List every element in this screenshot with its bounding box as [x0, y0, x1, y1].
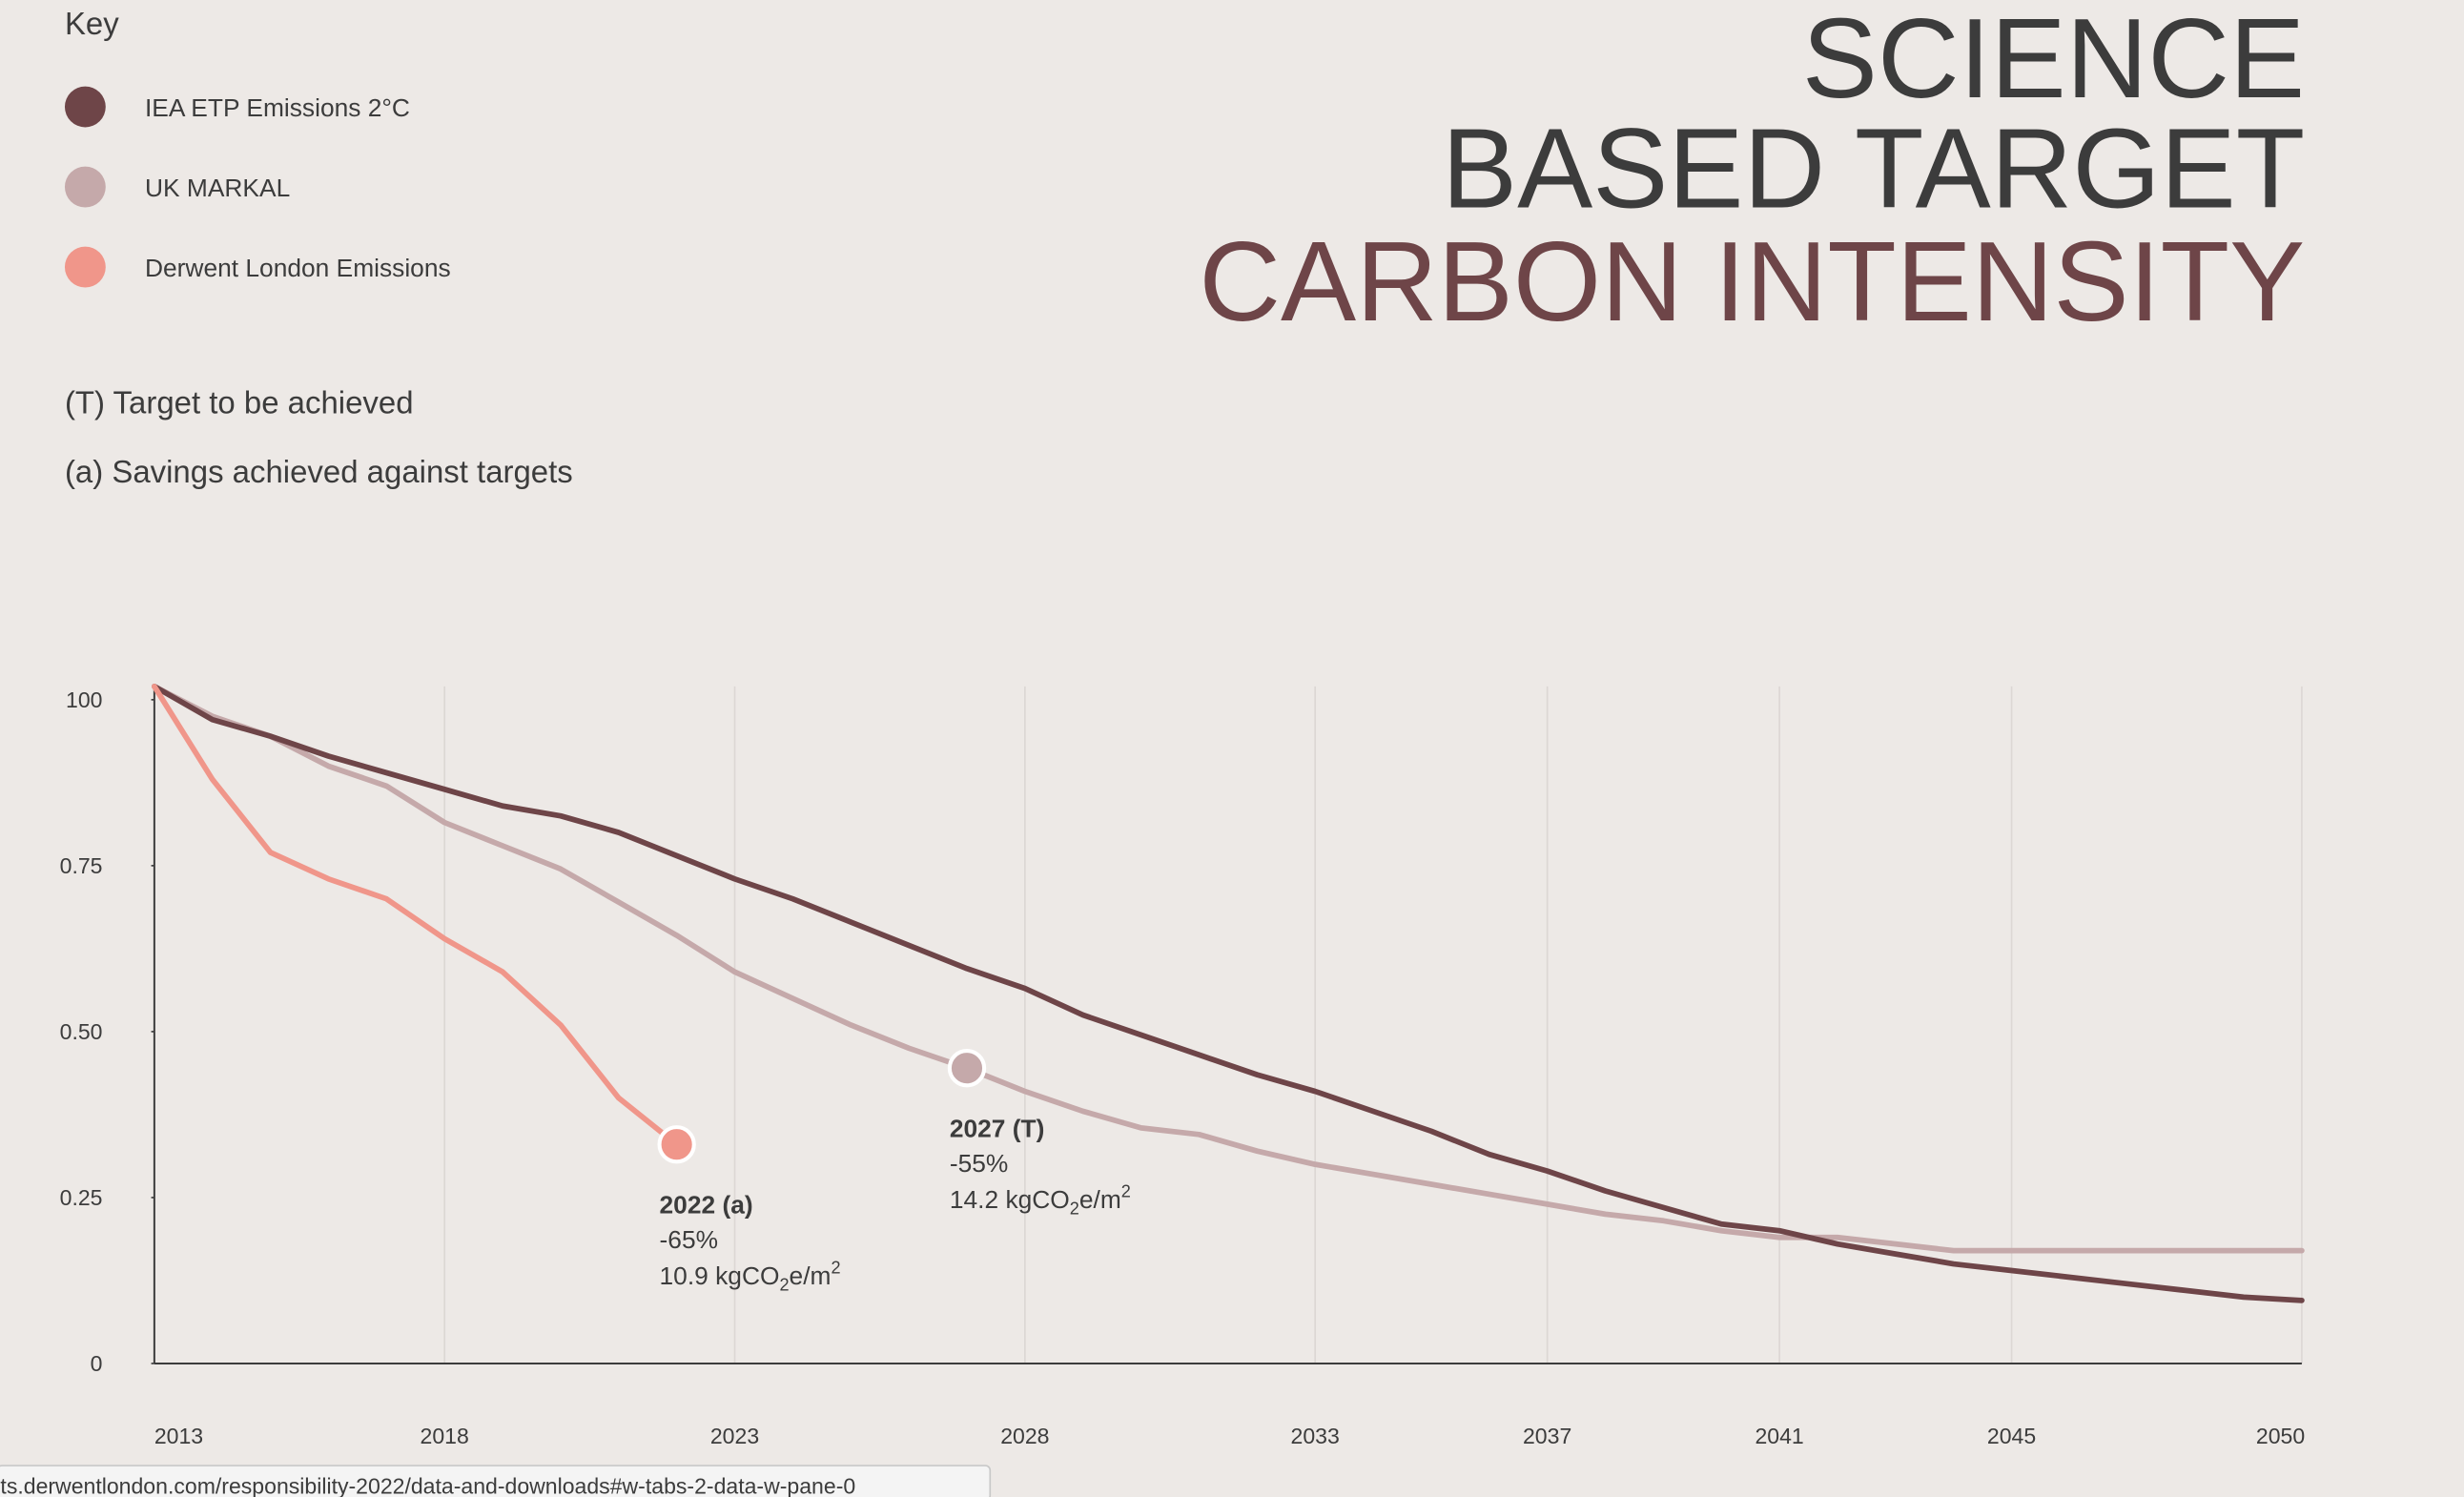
y-tick-label: 0	[91, 1351, 103, 1376]
x-tick-label: 2023	[710, 1424, 759, 1448]
x-tick-label: 2018	[421, 1424, 469, 1448]
annotation-intensity: 14.2 kgCO2e/m2	[950, 1181, 1131, 1218]
intensity-rest: e/m	[790, 1261, 832, 1290]
x-tick-label: 2041	[1755, 1424, 1803, 1448]
legend-label: UK MARKAL	[145, 174, 290, 202]
chart: IEA ETP Emissions 2°C UK MARKAL Derwent Lo…	[60, 86, 2305, 1448]
intensity-sup: 2	[1121, 1181, 1131, 1200]
title-line: CARBON INTENSITY	[1199, 219, 2305, 345]
series-line	[151, 684, 2305, 1254]
legend-heading: Key	[65, 6, 119, 41]
intensity-rest: e/m	[1079, 1185, 1121, 1214]
annotation-change: -55%	[950, 1149, 1009, 1178]
x-tick-label: 2050	[2256, 1424, 2305, 1448]
legend-swatch	[64, 86, 106, 128]
intensity-sub: 2	[1070, 1199, 1079, 1218]
note: (a) Savings achieved against targets	[65, 454, 573, 489]
x-tick-label: 2013	[154, 1424, 203, 1448]
annotation-intensity: 10.9 kgCO2e/m2	[660, 1258, 841, 1294]
series-line	[151, 684, 2305, 1303]
x-tick-label: 2033	[1291, 1424, 1340, 1448]
status-bar	[0, 1465, 992, 1497]
y-tick-label: 100	[66, 687, 102, 712]
title-line: SCIENCE	[1802, 0, 2305, 122]
y-tick-label: 0.75	[60, 853, 103, 878]
annotation-title: 2027 (T)	[950, 1115, 1045, 1143]
series-line	[151, 684, 680, 1148]
annotation-title: 2022 (a)	[660, 1191, 753, 1220]
title-line: BASED TARGET	[1442, 106, 2305, 232]
intensity-text: 10.9 kgCO	[660, 1261, 780, 1290]
annotation-change: -65%	[660, 1225, 719, 1254]
x-tick-label: 2028	[1000, 1424, 1049, 1448]
legend-label: IEA ETP Emissions 2°C	[145, 93, 410, 122]
x-tick-label: 2037	[1523, 1424, 1571, 1448]
y-tick-label: 0.25	[60, 1185, 103, 1210]
intensity-sup: 2	[831, 1258, 840, 1277]
status-url: ts.derwentlondon.com/responsibility-2022…	[0, 1474, 855, 1497]
legend-swatch	[64, 246, 106, 288]
legend-swatch	[64, 166, 106, 208]
x-tick-label: 2045	[1987, 1424, 2036, 1448]
annotation-marker	[657, 1125, 696, 1164]
y-tick-label: 0.50	[60, 1019, 103, 1044]
note: (T) Target to be achieved	[65, 384, 414, 420]
legend-label: Derwent London Emissions	[145, 254, 451, 282]
intensity-sub: 2	[779, 1275, 789, 1294]
annotation-marker	[947, 1049, 987, 1088]
intensity-text: 14.2 kgCO	[950, 1185, 1070, 1214]
